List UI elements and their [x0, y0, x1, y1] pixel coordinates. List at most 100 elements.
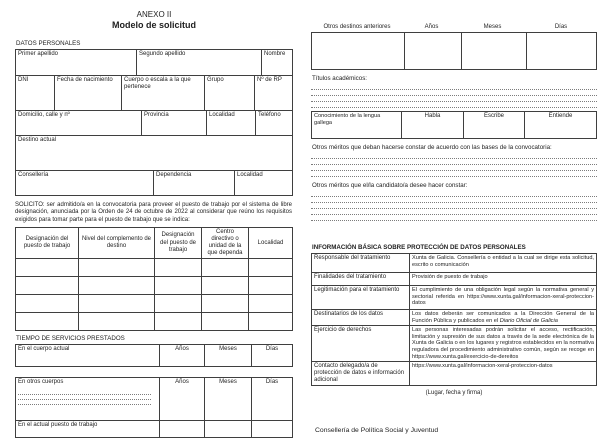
- table-row: Primer apellido Segundo apellido Nombre: [16, 50, 292, 75]
- proteccion-row-value: Los datos deberán ser comunicados a la D…: [409, 310, 596, 326]
- puestos-cell[interactable]: [78, 277, 154, 295]
- fill-line[interactable]: [311, 209, 597, 215]
- puestos-cell[interactable]: [78, 295, 154, 313]
- segundo-apellido-label: Segundo apellido: [139, 51, 186, 57]
- table-row: En otros cuerpos Años Meses Días: [16, 378, 292, 421]
- fill-line[interactable]: [311, 159, 597, 165]
- grupo-label: Grupo: [207, 77, 224, 83]
- puestos-cell[interactable]: [154, 277, 201, 295]
- field-actual-puesto-meses[interactable]: [204, 421, 251, 438]
- field-dni[interactable]: DNI: [16, 76, 54, 110]
- field-habla[interactable]: Habla: [401, 112, 463, 138]
- titulos-academicos-label: Títulos académicos:: [312, 75, 368, 82]
- habla-label: Habla: [424, 113, 441, 119]
- field-localidad-2[interactable]: Localidad: [234, 171, 292, 195]
- fill-line[interactable]: [311, 96, 597, 102]
- field-escribe[interactable]: Escribe: [463, 112, 524, 138]
- fill-line[interactable]: [311, 203, 597, 209]
- puestos-cell[interactable]: [201, 295, 248, 313]
- lugar-fecha-firma-label: (Lugar, fecha y firma): [425, 390, 483, 397]
- field-conselleria[interactable]: Consellería: [16, 171, 153, 195]
- puestos-header-designacion-1: Designación del puesto de trabajo: [23, 236, 71, 250]
- proteccion-row-value-italic: Diario Oficial de Galicia: [499, 317, 558, 324]
- telefono-label: Teléfono: [258, 112, 281, 118]
- puestos-cell[interactable]: [201, 259, 248, 277]
- puestos-cell[interactable]: [154, 259, 201, 277]
- field-segundo-apellido[interactable]: Segundo apellido: [136, 50, 261, 75]
- puestos-cell[interactable]: [248, 295, 292, 313]
- field-otros-destinos-meses[interactable]: [461, 33, 526, 69]
- field-primer-apellido[interactable]: Primer apellido: [16, 50, 136, 75]
- table-row: Responsable del tratamiento Xunta de Gal…: [312, 254, 596, 272]
- fill-line[interactable]: [311, 165, 597, 171]
- fill-line[interactable]: [311, 102, 597, 108]
- puestos-cell[interactable]: [78, 259, 154, 277]
- field-fecha-nacimiento[interactable]: Fecha de nacimiento: [54, 76, 121, 110]
- field-otros-cuerpos-anos[interactable]: Años: [159, 378, 204, 421]
- proteccion-datos-title: INFORMACIÓN BÁSICA SOBRE PROTECCIÓN DE D…: [312, 244, 526, 251]
- puestos-cell[interactable]: [154, 295, 201, 313]
- fill-line[interactable]: [311, 191, 597, 197]
- puestos-cell[interactable]: [201, 313, 248, 331]
- field-telefono[interactable]: Teléfono: [255, 111, 292, 135]
- table-row: Conocimiento de la lengua gallega Habla …: [312, 112, 596, 138]
- localidad-2-label: Localidad: [237, 172, 263, 178]
- table-row: Destinatarios de los datos Los datos deb…: [312, 309, 596, 326]
- field-cuerpo-actual-dias[interactable]: Días: [251, 345, 292, 367]
- field-cuerpo-actual-anos[interactable]: Años: [159, 345, 204, 367]
- field-provincia[interactable]: Provincia: [141, 111, 206, 135]
- field-otros-destinos-dias[interactable]: [526, 33, 596, 69]
- puestos-header-localidad: Localidad: [248, 227, 292, 259]
- fill-line[interactable]: [311, 153, 597, 159]
- field-num-rp[interactable]: Nº de RP: [254, 76, 292, 110]
- table-row: [312, 33, 596, 69]
- puestos-cell[interactable]: [16, 259, 78, 276]
- field-actual-puesto-dias[interactable]: [251, 421, 292, 438]
- puestos-cell[interactable]: [78, 313, 154, 331]
- datos-personales-table: Primer apellido Segundo apellido Nombre …: [15, 49, 293, 196]
- field-entiende[interactable]: Entiende: [524, 112, 596, 138]
- puestos-cell[interactable]: [201, 277, 248, 295]
- field-actual-puesto[interactable]: En el actual puesto de trabajo: [16, 421, 159, 437]
- puestos-cell[interactable]: [16, 313, 78, 330]
- field-dependencia[interactable]: Dependencia: [153, 171, 234, 195]
- fill-line[interactable]: [311, 197, 597, 203]
- field-otros-cuerpos-dias[interactable]: Días: [251, 378, 292, 421]
- puestos-cell[interactable]: [154, 313, 201, 331]
- field-domicilio[interactable]: Domicilio, calle y nº: [16, 111, 141, 135]
- field-nombre[interactable]: Nombre: [261, 50, 292, 75]
- field-grupo[interactable]: Grupo: [204, 76, 254, 110]
- fill-line[interactable]: [18, 395, 151, 401]
- field-cuerpo-actual-meses[interactable]: Meses: [204, 345, 251, 367]
- proteccion-row-value-plain: Los datos deberán ser comunicados a la D…: [412, 311, 594, 324]
- solicito-paragraph: SOLICITO: ser admitido/a en la convocato…: [15, 202, 292, 223]
- conselleria-label: Consellería: [18, 172, 49, 178]
- puestos-cell[interactable]: [16, 277, 78, 294]
- table-row: En el actual puesto de trabajo: [16, 420, 292, 438]
- proteccion-row-label: Finalidades del tratamiento: [314, 274, 387, 280]
- field-otros-destinos[interactable]: [312, 33, 404, 69]
- meses-label: Meses: [219, 346, 237, 353]
- field-otros-cuerpos[interactable]: En otros cuerpos: [16, 378, 159, 420]
- puestos-cell[interactable]: [248, 277, 292, 295]
- fill-line[interactable]: [311, 84, 597, 90]
- fill-line[interactable]: [311, 215, 597, 221]
- puestos-empty-row: [16, 294, 292, 313]
- field-cuerpo-actual[interactable]: En el cuerpo actual: [16, 345, 159, 366]
- fill-line[interactable]: [311, 171, 597, 177]
- fill-line[interactable]: [18, 390, 151, 396]
- puestos-cell[interactable]: [248, 313, 292, 331]
- puestos-cell[interactable]: [248, 259, 292, 277]
- field-cuerpo-escala[interactable]: Cuerpo o escala a la que pertenece: [121, 76, 204, 110]
- field-actual-puesto-anos[interactable]: [159, 421, 204, 438]
- field-localidad[interactable]: Localidad: [206, 111, 255, 135]
- nombre-label: Nombre: [264, 51, 286, 57]
- section-tiempo-servicios: TIEMPO DE SERVICIOS PRESTADOS: [16, 335, 125, 343]
- fill-line[interactable]: [311, 90, 597, 96]
- field-otros-destinos-anos[interactable]: [404, 33, 461, 69]
- field-otros-cuerpos-meses[interactable]: Meses: [204, 378, 251, 421]
- fill-line[interactable]: [18, 400, 151, 406]
- destino-actual-label: Destino actual: [18, 137, 57, 143]
- puestos-cell[interactable]: [16, 295, 78, 312]
- field-destino-actual[interactable]: Destino actual: [16, 136, 292, 170]
